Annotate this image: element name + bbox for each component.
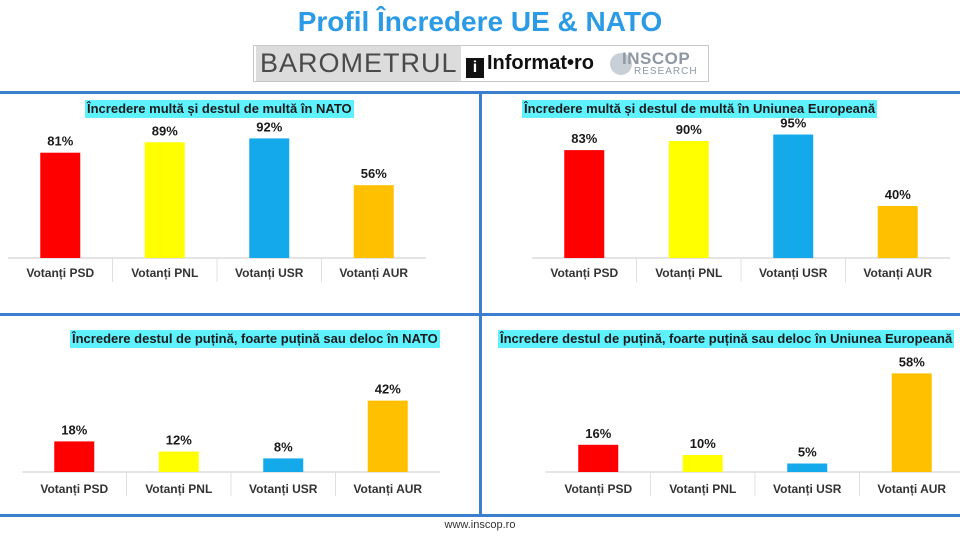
bar-usr — [263, 458, 304, 472]
panel-title: Încredere multă și destul de multă în Un… — [522, 100, 878, 118]
logo-strip: BAROMETRUL i Informat•ro INSCOP RESEARCH — [253, 45, 709, 82]
data-label: 90% — [676, 122, 702, 137]
category-label: Votanți PNL — [131, 266, 198, 280]
inscop-logo: INSCOP RESEARCH — [604, 49, 706, 79]
data-label: 8% — [274, 439, 293, 454]
category-label: Votanți AUR — [863, 266, 932, 280]
category-label: Votanți PSD — [26, 266, 94, 280]
data-label: 5% — [798, 445, 817, 460]
bar-aur — [353, 185, 394, 258]
informat-i-icon: i — [466, 58, 484, 78]
chart-eu-trust: 83% Votanți PSD 90% Votanți PNL 95% Votanți U… — [532, 116, 950, 282]
bar-psd — [54, 441, 95, 472]
bar-psd — [578, 444, 619, 472]
category-label: Votanți AUR — [339, 266, 408, 280]
category-label: Votanți USR — [249, 482, 318, 496]
bar-psd — [40, 152, 81, 258]
panel-eu-distrust: Încredere destul de puțină, foarte puțin… — [482, 330, 960, 505]
data-label: 18% — [61, 422, 87, 437]
category-label: Votanți PNL — [145, 482, 212, 496]
bar-usr — [249, 138, 290, 258]
panel-title: Încredere destul de puțină, foarte puțin… — [70, 330, 440, 348]
data-label: 42% — [375, 382, 401, 397]
category-label: Votanți USR — [759, 266, 828, 280]
category-label: Votanți USR — [235, 266, 304, 280]
informat-logo: i Informat•ro — [466, 46, 594, 81]
data-label: 58% — [899, 354, 925, 369]
bar-pnl — [668, 141, 709, 258]
page-title: Profil Încredere UE & NATO — [297, 6, 663, 37]
panel-nato-distrust: Încredere destul de puțină, foarte puțin… — [0, 330, 479, 505]
chart-nato-trust: 81% Votanți PSD 89% Votanți PNL 92% Votanți U… — [8, 119, 426, 282]
data-label: 81% — [47, 134, 73, 149]
data-label: 92% — [256, 119, 282, 134]
panel-eu-trust: Încredere multă și destul de multă în Un… — [482, 100, 960, 290]
category-label: Votanți AUR — [353, 482, 422, 496]
inscop-research-text: RESEARCH — [634, 66, 698, 77]
footer-url: www.inscop.ro — [444, 519, 516, 531]
center-divider — [479, 92, 482, 515]
data-label: 16% — [585, 426, 611, 441]
data-label: 40% — [885, 187, 911, 202]
bar-psd — [564, 150, 605, 258]
bar-aur — [891, 373, 932, 472]
bar-aur — [877, 206, 918, 258]
chart-nato-distrust: 18% Votanți PSD 12% Votanți PNL 8% Votanți US… — [22, 382, 440, 496]
bar-pnl — [682, 455, 723, 472]
category-label: Votanți USR — [773, 482, 842, 496]
bar-aur — [367, 400, 408, 472]
bottom-divider — [0, 514, 960, 517]
category-label: Votanți PNL — [655, 266, 722, 280]
bar-pnl — [158, 451, 199, 472]
data-label: 89% — [152, 123, 178, 138]
informat-logo-text: Informat•ro — [487, 52, 595, 74]
bar-usr — [787, 463, 828, 472]
bar-pnl — [144, 142, 185, 258]
data-label: 12% — [166, 433, 192, 448]
data-label: 95% — [780, 116, 806, 131]
panel-title: Încredere multă și destul de multă în NA… — [85, 100, 354, 118]
data-label: 56% — [361, 166, 387, 181]
category-label: Votanți PSD — [40, 482, 108, 496]
category-label: Votanți PSD — [550, 266, 618, 280]
barometrul-logo: BAROMETRUL — [256, 46, 461, 81]
category-label: Votanți PSD — [564, 482, 632, 496]
chart-eu-distrust: 16% Votanți PSD 10% Votanți PNL 5% Votanți US… — [546, 354, 960, 496]
data-label: 83% — [571, 131, 597, 146]
panel-title: Încredere destul de puțină, foarte puțin… — [498, 330, 955, 348]
data-label: 10% — [690, 436, 716, 451]
bar-usr — [773, 134, 814, 258]
panel-nato-trust: Încredere multă și destul de multă în NA… — [0, 100, 479, 290]
category-label: Votanți AUR — [877, 482, 946, 496]
inscop-circle-icon — [610, 53, 632, 75]
inscop-logo-text: INSCOP — [622, 49, 691, 68]
category-label: Votanți PNL — [669, 482, 736, 496]
